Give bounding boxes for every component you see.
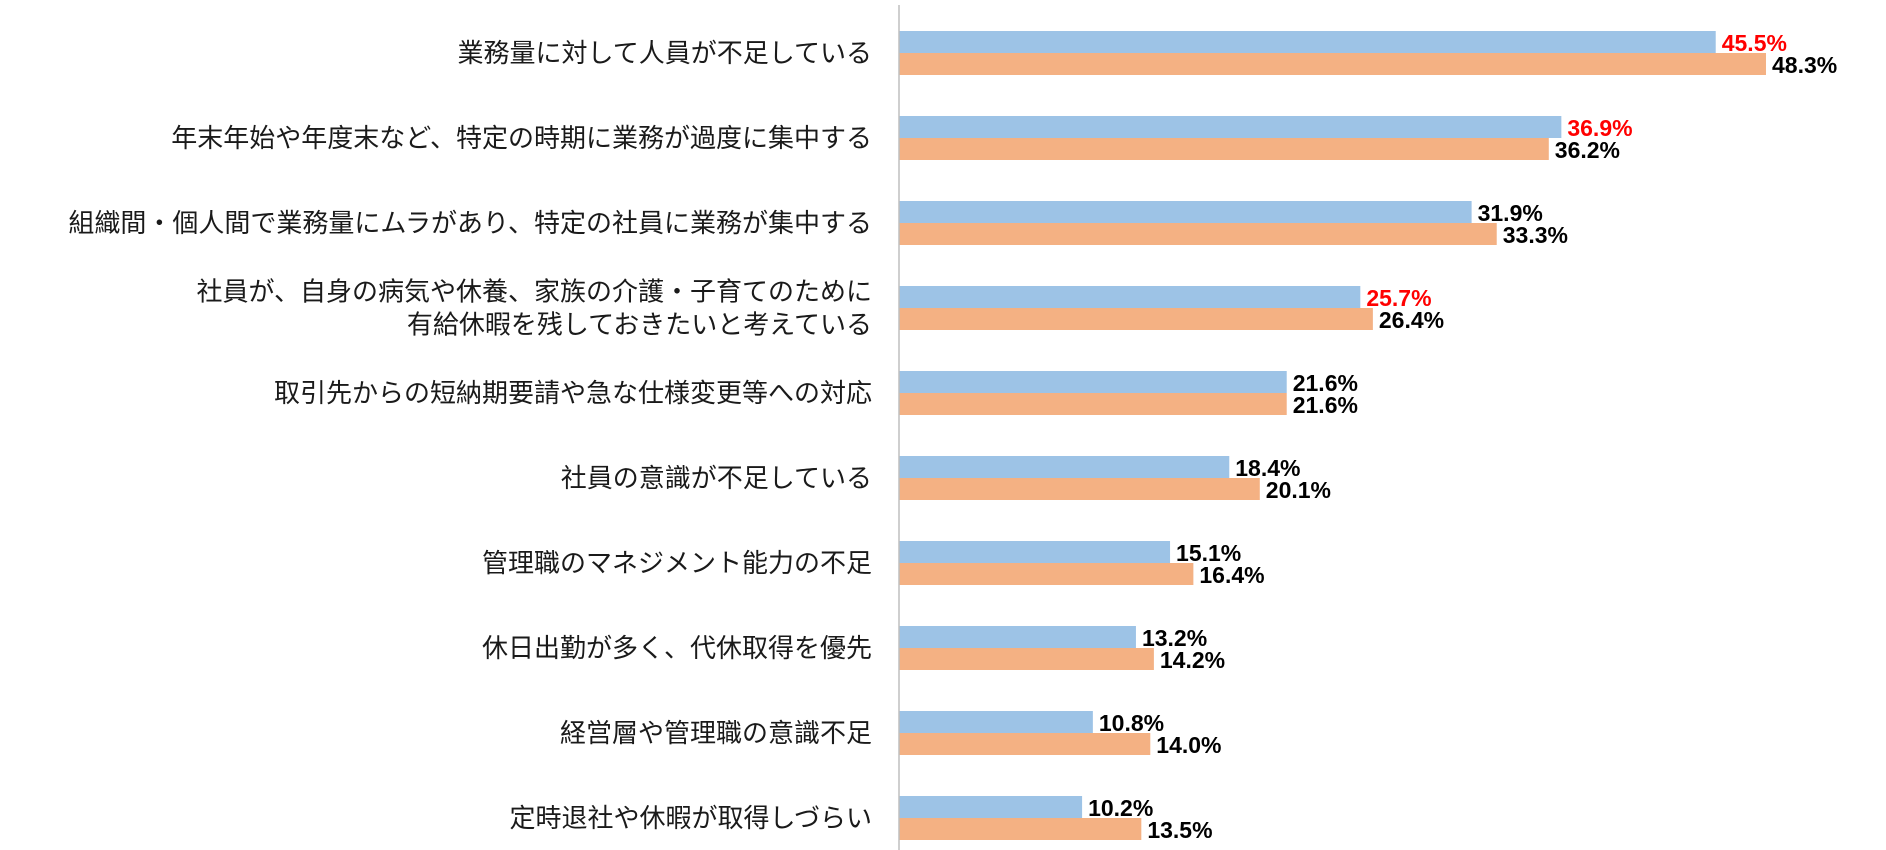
bar-series-1	[899, 541, 1171, 563]
data-label-series-1: 45.5%	[1722, 30, 1787, 56]
data-label-series-2: 14.0%	[1156, 732, 1221, 758]
bar-series-2	[899, 393, 1287, 415]
data-label-series-1: 15.1%	[1176, 540, 1241, 566]
category-label: 管理職のマネジメント能力の不足	[482, 549, 872, 579]
category-label-line: 定時退社や休暇が取得しづらい	[510, 804, 872, 834]
bar-series-2	[899, 478, 1260, 500]
category-label-line: 年末年始や年度末など、特定の時期に業務が過度に集中する	[171, 124, 872, 154]
bar-series-1	[899, 456, 1230, 478]
bar-series-2	[899, 53, 1766, 75]
bar-series-1	[899, 201, 1472, 223]
category-label: 社員の意識が不足している	[561, 464, 872, 494]
bar-series-1	[899, 116, 1562, 138]
data-label-series-2: 16.4%	[1199, 562, 1264, 588]
data-label-series-1: 21.6%	[1293, 370, 1358, 396]
category-label: 経営層や管理職の意識不足	[560, 719, 872, 749]
bar-series-1	[899, 371, 1287, 393]
category-label: 休日出勤が多く、代休取得を優先	[482, 634, 872, 664]
data-label-series-1: 25.7%	[1366, 285, 1431, 311]
data-label-series-1: 10.2%	[1088, 795, 1153, 821]
category-label: 組織間・個人間で業務量にムラがあり、特定の社員に業務が集中する	[68, 209, 872, 239]
data-label-series-1: 36.9%	[1567, 115, 1632, 141]
bar-series-2	[899, 733, 1151, 755]
data-label-series-2: 26.4%	[1379, 307, 1444, 333]
bar-series-2	[899, 223, 1497, 245]
data-label-series-2: 33.3%	[1503, 222, 1568, 248]
category-label-line: 業務量に対して人員が不足している	[458, 39, 872, 69]
category-label: 定時退社や休暇が取得しづらい	[510, 804, 872, 834]
category-label: 年末年始や年度末など、特定の時期に業務が過度に集中する	[171, 124, 872, 154]
data-label-series-2: 36.2%	[1555, 137, 1620, 163]
bar-series-2	[899, 563, 1194, 585]
bar-series-2	[899, 138, 1549, 160]
bar-series-2	[899, 308, 1373, 330]
bar-series-2	[899, 648, 1154, 670]
category-label: 取引先からの短納期要請や急な仕様変更等への対応	[274, 379, 872, 409]
category-label-line: 管理職のマネジメント能力の不足	[482, 549, 872, 579]
category-label: 業務量に対して人員が不足している	[458, 39, 872, 69]
data-label-series-2: 14.2%	[1160, 647, 1225, 673]
bar-series-2	[899, 818, 1142, 840]
category-label-line: 組織間・個人間で業務量にムラがあり、特定の社員に業務が集中する	[68, 209, 872, 239]
category-label: 社員が、自身の病気や休養、家族の介護・子育てのために有給休暇を残しておきたいと考…	[197, 278, 872, 341]
data-label-series-2: 48.3%	[1772, 52, 1837, 78]
data-label-series-1: 18.4%	[1235, 455, 1300, 481]
bar-series-1	[899, 626, 1136, 648]
data-label-series-1: 10.8%	[1099, 710, 1164, 736]
data-label-series-2: 20.1%	[1266, 477, 1331, 503]
category-label-line: 有給休暇を残しておきたいと考えている	[407, 311, 872, 341]
bar-series-1	[899, 31, 1716, 53]
category-label-line: 取引先からの短納期要請や急な仕様変更等への対応	[274, 379, 872, 409]
data-label-series-1: 13.2%	[1142, 625, 1207, 651]
category-label-line: 経営層や管理職の意識不足	[560, 719, 872, 749]
category-label-line: 社員の意識が不足している	[561, 464, 872, 494]
category-label-line: 休日出勤が多く、代休取得を優先	[482, 634, 872, 664]
bar-series-1	[899, 286, 1361, 308]
bar-series-1	[899, 711, 1093, 733]
data-label-series-1: 31.9%	[1478, 200, 1543, 226]
bar-series-1	[899, 796, 1083, 818]
category-label-line: 社員が、自身の病気や休養、家族の介護・子育てのために	[197, 278, 872, 308]
data-label-series-2: 13.5%	[1147, 817, 1212, 843]
data-label-series-2: 21.6%	[1293, 392, 1358, 418]
